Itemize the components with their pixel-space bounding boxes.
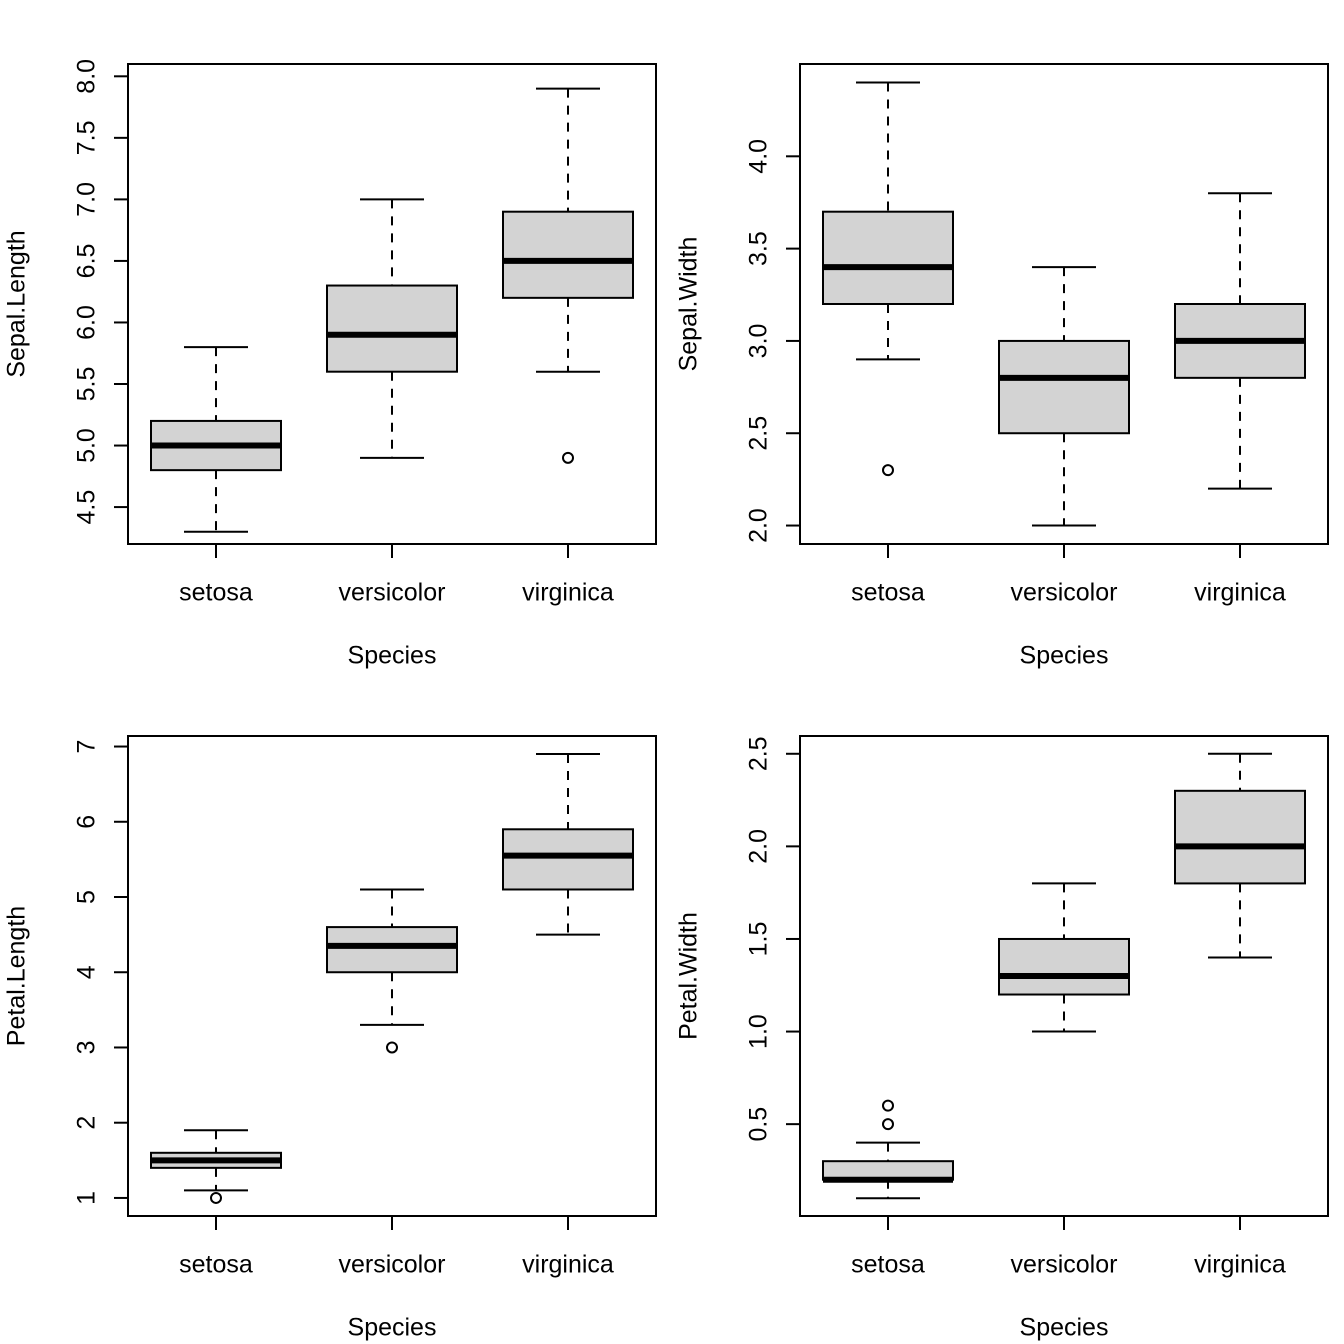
y-axis-title: Sepal.Length xyxy=(3,230,31,377)
y-tick-label: 1 xyxy=(73,1191,101,1205)
x-axis-title: Species xyxy=(348,642,437,670)
x-category-label: versicolor xyxy=(339,579,446,607)
panel-sepal-length: 4.5 5.0 5.5 6.0 6.5 7.0 7.5 8.0 Sepal.Length seto… xyxy=(3,59,657,670)
panel-sepal-width: 2.0 2.5 3.0 3.5 4.0 Sepal.Width setosa versicol… xyxy=(675,63,1329,670)
x-category-label: setosa xyxy=(851,1251,925,1279)
y-tick-label: 7 xyxy=(73,740,101,754)
iqr-box xyxy=(822,210,954,305)
y-tick-label: 1.0 xyxy=(745,1014,773,1049)
panel-petal-length: 1 2 3 4 5 6 7 Petal.Length setosa versicolor virgi… xyxy=(3,735,657,1342)
y-tick-label: 4.5 xyxy=(73,490,101,525)
y-tick-label: 6 xyxy=(73,815,101,829)
x-category-label: setosa xyxy=(179,1251,253,1279)
outlier-point xyxy=(882,1099,894,1112)
box-virginica xyxy=(502,87,634,464)
box-versicolor xyxy=(326,888,458,1054)
y-tick-label: 3 xyxy=(73,1041,101,1055)
x-category-label: virginica xyxy=(522,1251,614,1279)
x-category-label: versicolor xyxy=(1011,1251,1118,1279)
box-virginica xyxy=(502,753,634,936)
y-tick-label: 2.0 xyxy=(745,508,773,543)
y-tick-label: 0.5 xyxy=(745,1107,773,1142)
y-tick-label: 6.5 xyxy=(73,244,101,279)
y-axis-title: Sepal.Width xyxy=(675,237,703,372)
y-axis-title: Petal.Width xyxy=(675,912,703,1040)
iqr-box xyxy=(326,926,458,974)
box-versicolor xyxy=(998,882,1130,1033)
x-category-label: virginica xyxy=(1194,1251,1286,1279)
y-tick-label: 4 xyxy=(73,965,101,979)
outlier-point xyxy=(210,1191,222,1204)
y-tick-label: 7.5 xyxy=(73,120,101,155)
x-category-label: virginica xyxy=(1194,579,1286,607)
y-tick-label: 5.0 xyxy=(73,428,101,463)
outlier-point xyxy=(386,1041,398,1054)
panel-petal-width: 0.5 1.0 1.5 2.0 2.5 Petal.Width setosa versicol… xyxy=(675,735,1329,1342)
y-tick-label: 4.0 xyxy=(745,139,773,174)
outlier-point xyxy=(882,1118,894,1131)
box-setosa xyxy=(150,346,282,533)
y-tick-label: 2 xyxy=(73,1116,101,1130)
x-axis-title: Species xyxy=(1020,1314,1109,1342)
iqr-box xyxy=(326,284,458,373)
y-tick-label: 5 xyxy=(73,890,101,904)
y-tick-label: 3.5 xyxy=(745,231,773,266)
y-tick-label: 5.5 xyxy=(73,367,101,402)
y-tick-label: 2.5 xyxy=(745,416,773,451)
box-virginica xyxy=(1174,752,1306,959)
iqr-box xyxy=(502,210,634,299)
y-tick-label: 8.0 xyxy=(73,59,101,94)
x-axis-title: Species xyxy=(1020,642,1109,670)
y-axis-title: Petal.Length xyxy=(3,906,31,1046)
y-tick-label: 3.0 xyxy=(745,324,773,359)
box-setosa xyxy=(150,1129,282,1204)
x-category-label: setosa xyxy=(179,579,253,607)
box-setosa xyxy=(822,1099,954,1200)
x-category-label: virginica xyxy=(522,579,614,607)
x-category-label: versicolor xyxy=(1011,579,1118,607)
iqr-box xyxy=(502,828,634,891)
iqr-box xyxy=(998,339,1130,435)
y-tick-label: 2.0 xyxy=(745,829,773,864)
box-setosa xyxy=(822,81,954,477)
y-tick-label: 1.5 xyxy=(745,922,773,957)
x-axis-title: Species xyxy=(348,1314,437,1342)
outlier-point xyxy=(562,451,574,464)
outlier-point xyxy=(882,464,894,477)
x-category-label: versicolor xyxy=(339,1251,446,1279)
box-virginica xyxy=(1174,192,1306,490)
iqr-box xyxy=(1174,789,1306,885)
y-tick-label: 7.0 xyxy=(73,182,101,217)
box-versicolor xyxy=(998,266,1130,527)
y-tick-label: 6.0 xyxy=(73,305,101,340)
iqr-box xyxy=(998,937,1130,996)
x-category-label: setosa xyxy=(851,579,925,607)
box-versicolor xyxy=(326,198,458,459)
y-tick-label: 2.5 xyxy=(745,736,773,771)
